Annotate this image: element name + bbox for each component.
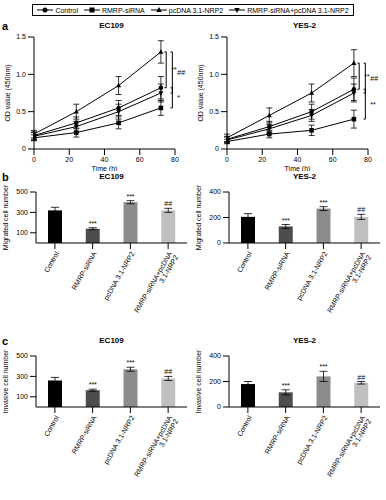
svg-text:200: 200 (209, 214, 221, 221)
html-text:YES-2: YES-2 (292, 336, 317, 345)
svg-text:0.5: 0.5 (16, 108, 26, 115)
svg-text:Control: Control (236, 250, 254, 273)
svg-text:80: 80 (171, 156, 179, 163)
svg-text:0: 0 (225, 156, 229, 163)
html-text:c: c (2, 335, 9, 347)
svg-text:***: *** (89, 381, 97, 388)
svg-text:Migrated cell number: Migrated cell number (195, 184, 203, 250)
html-text:pcDNA 3.1-NRP2: pcDNA 3.1-NRP2 (168, 6, 224, 14)
svg-text:Control: Control (43, 414, 61, 437)
svg-text:0: 0 (32, 156, 36, 163)
svg-text:OD value (450nm): OD value (450nm) (8, 64, 12, 121)
svg-text:##: ## (164, 200, 172, 207)
html-text:YES-2: YES-2 (292, 21, 317, 30)
svg-text:80: 80 (364, 156, 372, 163)
html-text:EC109: EC109 (99, 336, 124, 345)
svg-text:500: 500 (16, 352, 28, 359)
svg-text:RMRP-siRNA+pcDNA3.1-NRP2: RMRP-siRNA+pcDNA3.1-NRP2 (326, 414, 373, 481)
svg-text:***: *** (126, 359, 134, 366)
svg-text:Migrated cell number: Migrated cell number (8, 184, 10, 250)
svg-text:##: ## (164, 368, 172, 375)
svg-text:Invasive cell number: Invasive cell number (8, 349, 9, 413)
svg-text:400: 400 (209, 352, 221, 359)
svg-text:pcDNA 3.1-NRP2: pcDNA 3.1-NRP2 (102, 414, 136, 465)
html-text:RMRP-siRNA+pcDNA 3.1-NRP2: RMRP-siRNA+pcDNA 3.1-NRP2 (247, 6, 349, 14)
svg-text:##: ## (357, 206, 365, 213)
svg-text:300: 300 (16, 373, 28, 380)
html-text:YES-2: YES-2 (292, 172, 317, 181)
svg-text:RMRP-siRNA: RMRP-siRNA (263, 414, 291, 455)
svg-text:20: 20 (258, 156, 266, 163)
svg-text:***: *** (319, 199, 327, 206)
svg-text:RMRP-siRNA+pcDNA3.1-NRP2: RMRP-siRNA+pcDNA3.1-NRP2 (133, 250, 180, 317)
svg-text:100: 100 (16, 229, 28, 236)
svg-text:*: * (177, 94, 180, 101)
html-text:EC109: EC109 (99, 172, 124, 181)
svg-text:***: *** (282, 382, 290, 389)
svg-text:pcDNA 3.1-NRP2: pcDNA 3.1-NRP2 (295, 414, 329, 465)
svg-text:1.0: 1.0 (16, 71, 26, 78)
svg-text:40: 40 (294, 156, 302, 163)
svg-text:Control: Control (43, 250, 61, 273)
svg-text:Invasive cell number: Invasive cell number (195, 349, 202, 413)
svg-text:***: *** (319, 363, 327, 370)
html-text:Control: Control (55, 6, 78, 14)
svg-text:300: 300 (16, 209, 28, 216)
svg-text:**: ** (370, 101, 376, 108)
svg-text:pcDNA 3.1-NRP2: pcDNA 3.1-NRP2 (102, 250, 136, 301)
svg-text:1.5: 1.5 (16, 33, 26, 40)
svg-text:**: ** (171, 66, 177, 73)
html-text:EC109: EC109 (99, 21, 124, 30)
html-text:a: a (2, 20, 9, 32)
svg-text:Time (h): Time (h) (92, 165, 118, 171)
svg-text:0.5: 0.5 (209, 108, 219, 115)
svg-text:400: 400 (209, 188, 221, 195)
svg-text:Control: Control (236, 414, 254, 437)
svg-text:0: 0 (217, 403, 221, 410)
svg-text:##: ## (357, 374, 365, 381)
svg-text:0: 0 (22, 145, 26, 152)
svg-text:60: 60 (136, 156, 144, 163)
svg-text:1.5: 1.5 (209, 33, 219, 40)
svg-text:1.0: 1.0 (209, 71, 219, 78)
svg-text:RMRP-siRNA: RMRP-siRNA (70, 250, 98, 291)
svg-text:Time (h): Time (h) (285, 165, 311, 171)
svg-text:***: *** (126, 193, 134, 200)
svg-text:0: 0 (215, 145, 219, 152)
svg-text:**: ** (364, 73, 370, 80)
svg-text:RMRP-siRNA+pcDNA3.1-NRP2: RMRP-siRNA+pcDNA3.1-NRP2 (133, 414, 180, 481)
svg-text:RMRP-siRNA+pcDNA3.1-NRP2: RMRP-siRNA+pcDNA3.1-NRP2 (326, 250, 373, 317)
svg-text:RMRP-siRNA: RMRP-siRNA (70, 414, 98, 455)
html-text:b: b (2, 171, 9, 183)
svg-text:100: 100 (16, 393, 28, 400)
svg-text:200: 200 (209, 378, 221, 385)
svg-text:0: 0 (217, 239, 221, 246)
svg-text:***: *** (282, 217, 290, 224)
svg-text:OD value (450nm): OD value (450nm) (197, 64, 205, 121)
svg-text:pcDNA 3.1-NRP2: pcDNA 3.1-NRP2 (295, 250, 329, 301)
svg-text:##: ## (370, 75, 378, 82)
svg-text:60: 60 (329, 156, 337, 163)
svg-text:***: *** (89, 220, 97, 227)
html-text:RMRP-siRNA: RMRP-siRNA (102, 6, 145, 14)
svg-text:500: 500 (16, 188, 28, 195)
svg-text:RMRP-siRNA: RMRP-siRNA (263, 250, 291, 291)
svg-text:40: 40 (101, 156, 109, 163)
svg-text:20: 20 (65, 156, 73, 163)
svg-text:##: ## (177, 69, 185, 76)
